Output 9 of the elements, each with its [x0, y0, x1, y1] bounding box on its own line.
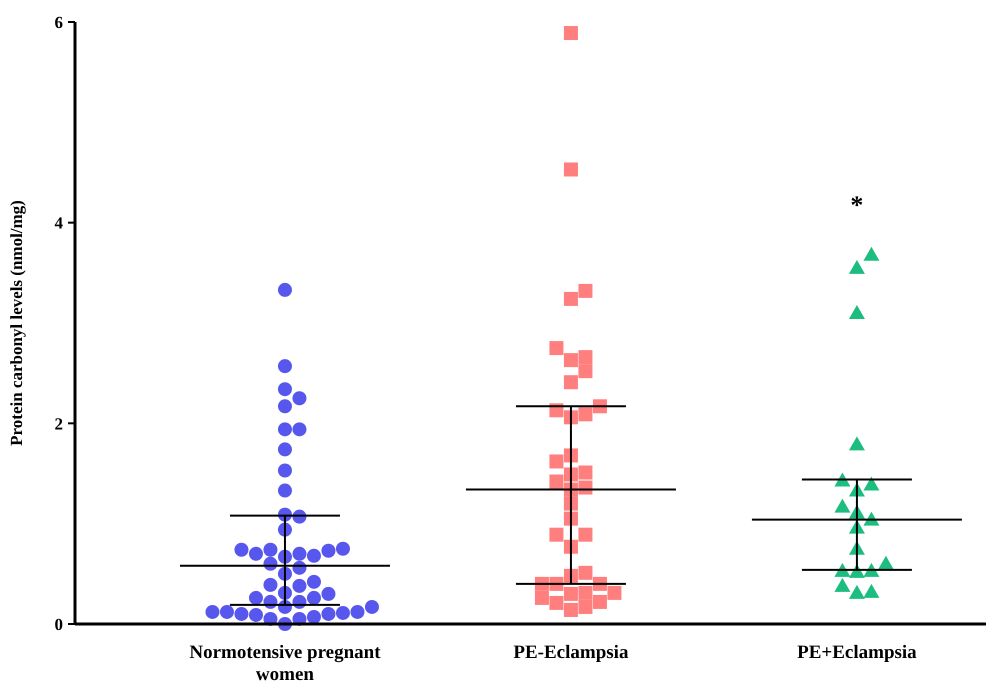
y-tick-label: 2: [54, 414, 63, 434]
x-tick-label: PE-Eclampsia: [513, 642, 629, 663]
x-tick-label: PE+Eclampsia: [797, 642, 918, 663]
y-tick-label: 6: [54, 12, 63, 32]
annotation: *: [850, 190, 864, 220]
y-tick-label: 0: [54, 614, 63, 634]
x-tick-label: Normotensive pregnant women: [189, 642, 382, 685]
y-tick-label: 4: [54, 214, 64, 233]
y-axis-title: Protein carbonyl levels (nmol/mg): [7, 200, 26, 446]
